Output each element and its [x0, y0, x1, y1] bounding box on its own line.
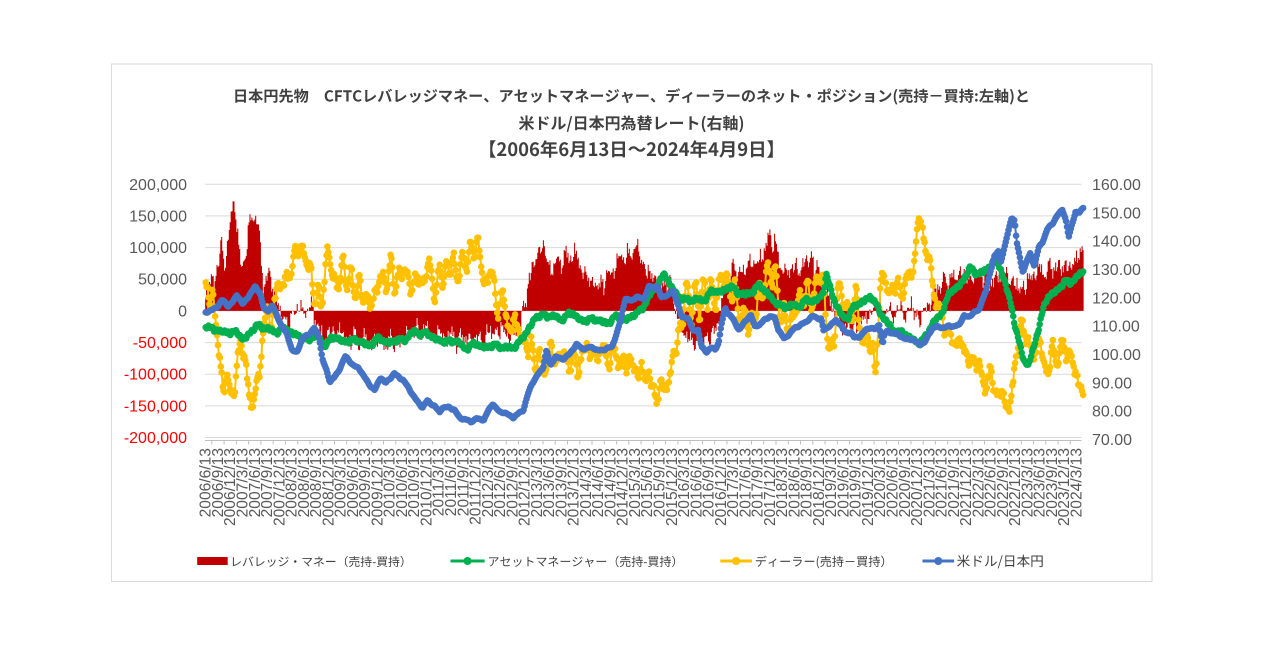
svg-text:2017/9/13: 2017/9/13 — [750, 448, 767, 517]
svg-text:-150,000: -150,000 — [124, 398, 187, 415]
svg-text:2015/12/13: 2015/12/13 — [664, 448, 681, 526]
svg-text:-50,000: -50,000 — [133, 335, 187, 352]
svg-text:2016/12/13: 2016/12/13 — [713, 448, 730, 526]
svg-text:2020/12/13: 2020/12/13 — [909, 448, 926, 526]
svg-text:2020/6/13: 2020/6/13 — [885, 448, 902, 517]
svg-text:2014/3/13: 2014/3/13 — [578, 448, 595, 517]
svg-text:200,000: 200,000 — [129, 177, 187, 194]
svg-text:2021/6/13: 2021/6/13 — [934, 448, 951, 517]
svg-text:2009/12/13: 2009/12/13 — [369, 448, 386, 526]
svg-text:120.00: 120.00 — [1092, 290, 1141, 307]
svg-text:2007/3/13: 2007/3/13 — [235, 448, 252, 517]
svg-text:2006/6/13: 2006/6/13 — [198, 448, 215, 517]
svg-text:150.00: 150.00 — [1092, 205, 1141, 222]
svg-text:2011/12/13: 2011/12/13 — [468, 448, 485, 525]
svg-text:2006/9/13: 2006/9/13 — [210, 448, 227, 517]
svg-text:2022/3/13: 2022/3/13 — [970, 448, 987, 517]
svg-text:2018/6/13: 2018/6/13 — [786, 448, 803, 517]
svg-text:2012/3/13: 2012/3/13 — [480, 448, 497, 517]
svg-text:2013/9/13: 2013/9/13 — [553, 448, 570, 517]
svg-text:2015/6/13: 2015/6/13 — [639, 448, 656, 517]
svg-text:2021/9/13: 2021/9/13 — [946, 448, 963, 517]
svg-text:2008/3/13: 2008/3/13 — [284, 448, 301, 517]
svg-text:2023/6/13: 2023/6/13 — [1032, 448, 1049, 517]
svg-text:70.00: 70.00 — [1092, 432, 1132, 449]
svg-text:2016/3/13: 2016/3/13 — [676, 448, 693, 517]
svg-text:2017/3/13: 2017/3/13 — [725, 448, 742, 517]
svg-text:50,000: 50,000 — [138, 272, 187, 289]
svg-text:100.00: 100.00 — [1092, 347, 1141, 364]
svg-text:2006/12/13: 2006/12/13 — [222, 448, 239, 526]
svg-text:2022/6/13: 2022/6/13 — [983, 448, 1000, 517]
svg-text:2008/9/13: 2008/9/13 — [308, 448, 325, 517]
svg-text:2011/6/13: 2011/6/13 — [443, 448, 460, 516]
svg-text:2011/9/13: 2011/9/13 — [455, 448, 472, 516]
svg-text:2007/6/13: 2007/6/13 — [247, 448, 264, 517]
svg-text:150,000: 150,000 — [129, 208, 187, 225]
svg-text:2019/9/13: 2019/9/13 — [848, 448, 865, 517]
svg-text:100,000: 100,000 — [129, 240, 187, 257]
svg-text:2009/3/13: 2009/3/13 — [333, 448, 350, 517]
svg-text:2009/6/13: 2009/6/13 — [345, 448, 362, 517]
svg-text:-100,000: -100,000 — [124, 367, 187, 384]
svg-text:2014/12/13: 2014/12/13 — [615, 448, 632, 526]
svg-text:2022/12/13: 2022/12/13 — [1007, 448, 1024, 526]
svg-text:2013/6/13: 2013/6/13 — [541, 448, 558, 517]
svg-text:2010/12/13: 2010/12/13 — [419, 448, 436, 526]
svg-text:80.00: 80.00 — [1092, 404, 1132, 421]
svg-text:2024/3/13: 2024/3/13 — [1069, 448, 1086, 517]
svg-text:2017/6/13: 2017/6/13 — [737, 448, 754, 517]
svg-text:2011/3/13: 2011/3/13 — [431, 448, 448, 516]
svg-text:110.00: 110.00 — [1092, 319, 1140, 336]
svg-text:160.00: 160.00 — [1092, 177, 1141, 194]
svg-text:2023/12/13: 2023/12/13 — [1056, 448, 1073, 526]
svg-text:2014/6/13: 2014/6/13 — [590, 448, 607, 517]
svg-text:2015/3/13: 2015/3/13 — [627, 448, 644, 517]
svg-text:2019/3/13: 2019/3/13 — [823, 448, 840, 517]
svg-text:2012/6/13: 2012/6/13 — [492, 448, 509, 517]
svg-text:90.00: 90.00 — [1092, 375, 1132, 392]
svg-text:2014/9/13: 2014/9/13 — [602, 448, 619, 517]
svg-text:2018/12/13: 2018/12/13 — [811, 448, 828, 526]
svg-text:2018/3/13: 2018/3/13 — [774, 448, 791, 517]
svg-text:2017/12/13: 2017/12/13 — [762, 448, 779, 526]
svg-text:140.00: 140.00 — [1092, 234, 1141, 251]
svg-text:-200,000: -200,000 — [124, 430, 187, 447]
svg-text:2020/3/13: 2020/3/13 — [872, 448, 889, 517]
svg-text:2019/6/13: 2019/6/13 — [836, 448, 853, 517]
svg-text:2019/12/13: 2019/12/13 — [860, 448, 877, 526]
svg-text:2013/3/13: 2013/3/13 — [529, 448, 546, 517]
svg-text:2015/9/13: 2015/9/13 — [652, 448, 669, 517]
svg-text:2018/9/13: 2018/9/13 — [799, 448, 816, 517]
svg-text:2008/12/13: 2008/12/13 — [320, 448, 337, 526]
svg-text:0: 0 — [178, 303, 187, 320]
svg-text:2010/6/13: 2010/6/13 — [394, 448, 411, 517]
svg-text:2009/9/13: 2009/9/13 — [357, 448, 374, 517]
svg-text:2022/9/13: 2022/9/13 — [995, 448, 1012, 517]
svg-text:2016/6/13: 2016/6/13 — [688, 448, 705, 517]
svg-text:2013/12/13: 2013/12/13 — [566, 448, 583, 526]
svg-text:2007/9/13: 2007/9/13 — [259, 448, 276, 517]
svg-text:2020/9/13: 2020/9/13 — [897, 448, 914, 517]
svg-text:2012/9/13: 2012/9/13 — [504, 448, 521, 517]
svg-text:2021/12/13: 2021/12/13 — [958, 448, 975, 526]
svg-text:2023/9/13: 2023/9/13 — [1044, 448, 1061, 517]
svg-text:130.00: 130.00 — [1092, 262, 1141, 279]
svg-text:2007/12/13: 2007/12/13 — [271, 448, 288, 526]
svg-text:2008/6/13: 2008/6/13 — [296, 448, 313, 517]
svg-text:2012/12/13: 2012/12/13 — [517, 448, 534, 526]
svg-text:2010/9/13: 2010/9/13 — [406, 448, 423, 517]
svg-text:2010/3/13: 2010/3/13 — [382, 448, 399, 517]
svg-text:2023/3/13: 2023/3/13 — [1019, 448, 1036, 517]
svg-text:2016/9/13: 2016/9/13 — [701, 448, 718, 517]
svg-text:2021/3/13: 2021/3/13 — [921, 448, 938, 517]
